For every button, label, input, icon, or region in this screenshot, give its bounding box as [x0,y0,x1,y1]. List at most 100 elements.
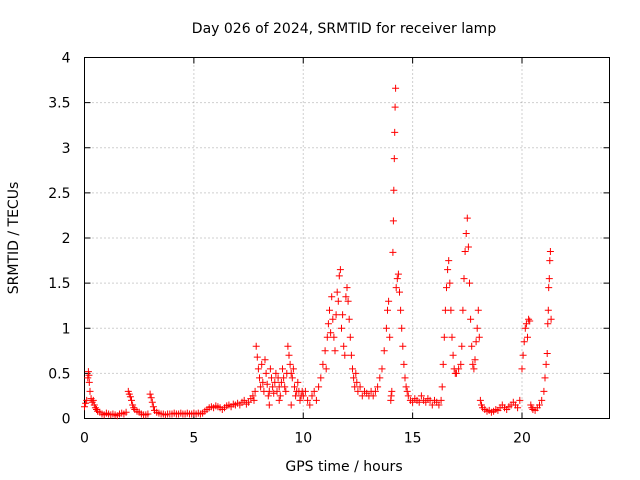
data-point [276,392,284,400]
data-point [282,387,290,395]
data-point [332,311,340,319]
data-point [330,333,338,341]
data-point [402,383,410,391]
data-point [547,315,555,323]
data-point [474,306,482,314]
data-point [284,342,292,350]
data-point [438,383,446,391]
data-point [338,324,345,332]
data-point [393,275,401,283]
data-point [250,396,258,404]
data-point [388,387,396,395]
data-point [415,398,423,406]
data-point [296,396,304,404]
data-point [475,333,483,341]
data-point [294,378,302,386]
data-point [460,275,468,283]
data-point [333,288,341,296]
data-point [352,369,360,377]
data-point [272,369,280,377]
data-point [256,374,263,382]
data-point [466,279,473,287]
data-point [331,347,339,355]
data-point [409,398,417,406]
data-point [387,392,395,400]
data-point [336,266,344,274]
data-point [347,351,355,359]
data-point [417,392,425,400]
data-point [275,396,283,404]
data-point [81,403,88,411]
data-point [540,387,548,395]
data-point [356,383,364,391]
data-point [392,284,400,292]
data-point [448,333,456,341]
data-point [312,396,320,404]
x-tick-label: 0 [80,431,89,447]
data-point [524,333,531,341]
chart-title: Day 026 of 2024, SRMTID for receiver lam… [192,21,497,37]
data-point [340,342,348,350]
data-points [81,84,555,420]
data-point [326,306,333,314]
data-point [544,320,552,328]
data-point [463,214,471,222]
data-point [308,392,316,400]
data-point [345,315,353,323]
data-point [469,360,477,368]
data-point [391,103,399,111]
y-tick-label: 3 [62,141,71,157]
data-point [445,257,453,265]
data-point [126,393,134,401]
data-point [280,374,288,382]
data-point [265,401,273,409]
data-point [371,387,379,395]
data-point [390,186,398,194]
data-point [398,324,406,332]
data-point [545,284,553,292]
data-point [392,84,400,92]
data-point [444,266,452,274]
plot-frame [84,57,610,419]
data-point [468,342,476,350]
data-point [447,306,455,314]
data-point [327,329,335,337]
data-point [542,360,550,368]
data-point [538,396,546,404]
data-point [349,365,356,373]
grid [84,57,610,419]
y-axis-label: SRMTID / TECUs [6,182,22,295]
data-point [271,378,279,386]
data-point [319,360,327,368]
data-point [258,360,266,368]
data-point [339,311,347,319]
data-point [269,383,277,391]
data-point [310,387,318,395]
data-point [526,317,534,325]
y-tick-label: 0.5 [48,366,70,382]
data-point [324,320,332,328]
data-point [291,383,298,391]
data-point [89,396,97,404]
data-point [376,374,384,382]
data-point [422,398,430,406]
data-point [544,306,552,314]
data-point [317,374,325,382]
data-point [519,351,527,359]
data-point [457,360,465,368]
data-point [518,365,526,373]
x-tick-label: 10 [294,431,312,447]
data-point [546,248,554,255]
data-point [455,365,463,373]
data-point [399,342,407,350]
data-point [473,324,481,332]
data-point [85,371,93,379]
data-point [285,351,293,359]
data-point [346,333,354,341]
data-point [149,403,157,411]
data-point [341,351,349,359]
data-point [299,392,307,400]
data-point [378,365,386,373]
data-point [130,404,138,412]
data-point [254,365,262,373]
